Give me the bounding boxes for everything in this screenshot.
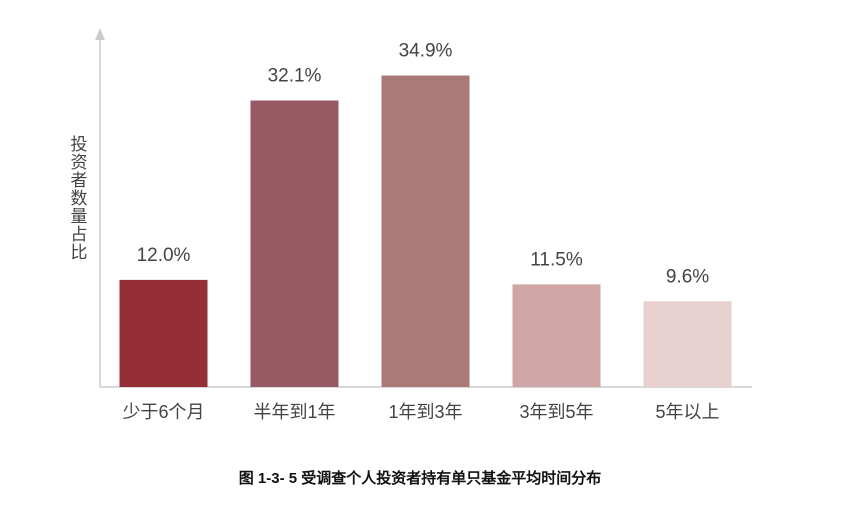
x-tick-label: 1年到3年 <box>388 402 462 422</box>
chart-title: 图 1-3- 5 受调查个人投资者持有单只基金平均时间分布 <box>239 469 602 487</box>
y-axis-arrow <box>95 28 105 40</box>
x-tick-label: 少于6个月 <box>122 402 204 422</box>
bar <box>250 100 339 387</box>
bar <box>381 75 470 387</box>
bar <box>119 279 208 387</box>
y-axis-label: 投资者数量占比 <box>68 135 88 261</box>
bar <box>512 284 601 387</box>
x-tick-label: 3年到5年 <box>519 402 593 422</box>
value-label: 12.0% <box>137 245 191 266</box>
value-label: 9.6% <box>666 266 709 287</box>
bar <box>643 301 732 387</box>
value-label: 11.5% <box>530 249 583 270</box>
x-tick-label: 5年以上 <box>655 402 719 422</box>
value-label: 34.9% <box>399 41 453 62</box>
value-label: 32.1% <box>268 66 322 87</box>
x-tick-label: 半年到1年 <box>253 402 335 422</box>
